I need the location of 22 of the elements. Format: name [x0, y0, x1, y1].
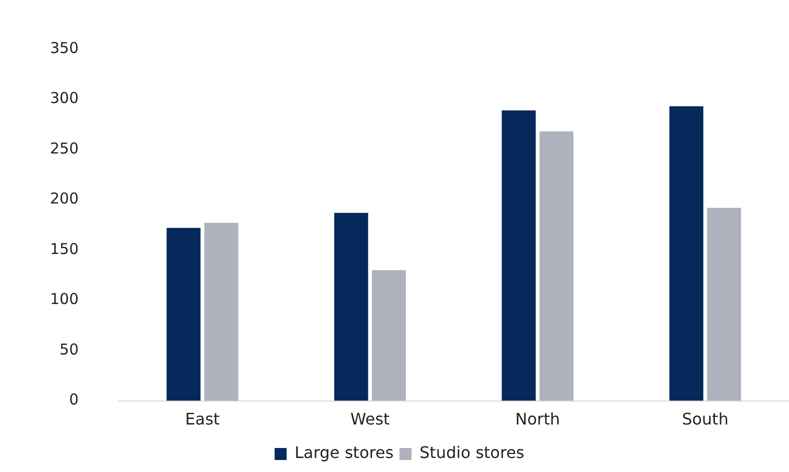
y-tick-label: 200 — [50, 190, 79, 208]
y-tick-label: 100 — [50, 290, 79, 308]
bar — [334, 212, 368, 401]
bar — [669, 106, 704, 401]
y-tick-label: 350 — [50, 38, 79, 57]
x-tick-label: North — [515, 410, 560, 429]
y-tick-label: 0 — [69, 390, 79, 409]
y-tick-label: 50 — [60, 340, 79, 358]
x-tick-label: South — [682, 410, 728, 429]
legend-label: Studio stores — [420, 443, 524, 462]
bar — [502, 110, 536, 401]
bar — [204, 222, 238, 401]
bar — [539, 131, 574, 401]
legend-label: Large stores — [294, 443, 394, 462]
bar — [707, 208, 742, 401]
y-tick-label: 250 — [50, 139, 79, 158]
bar — [166, 228, 201, 401]
x-tick-label: West — [350, 410, 390, 429]
x-tick-label: East — [185, 410, 220, 429]
y-tick-label: 150 — [50, 240, 79, 258]
bar — [372, 270, 406, 401]
y-tick-label: 300 — [50, 89, 79, 108]
